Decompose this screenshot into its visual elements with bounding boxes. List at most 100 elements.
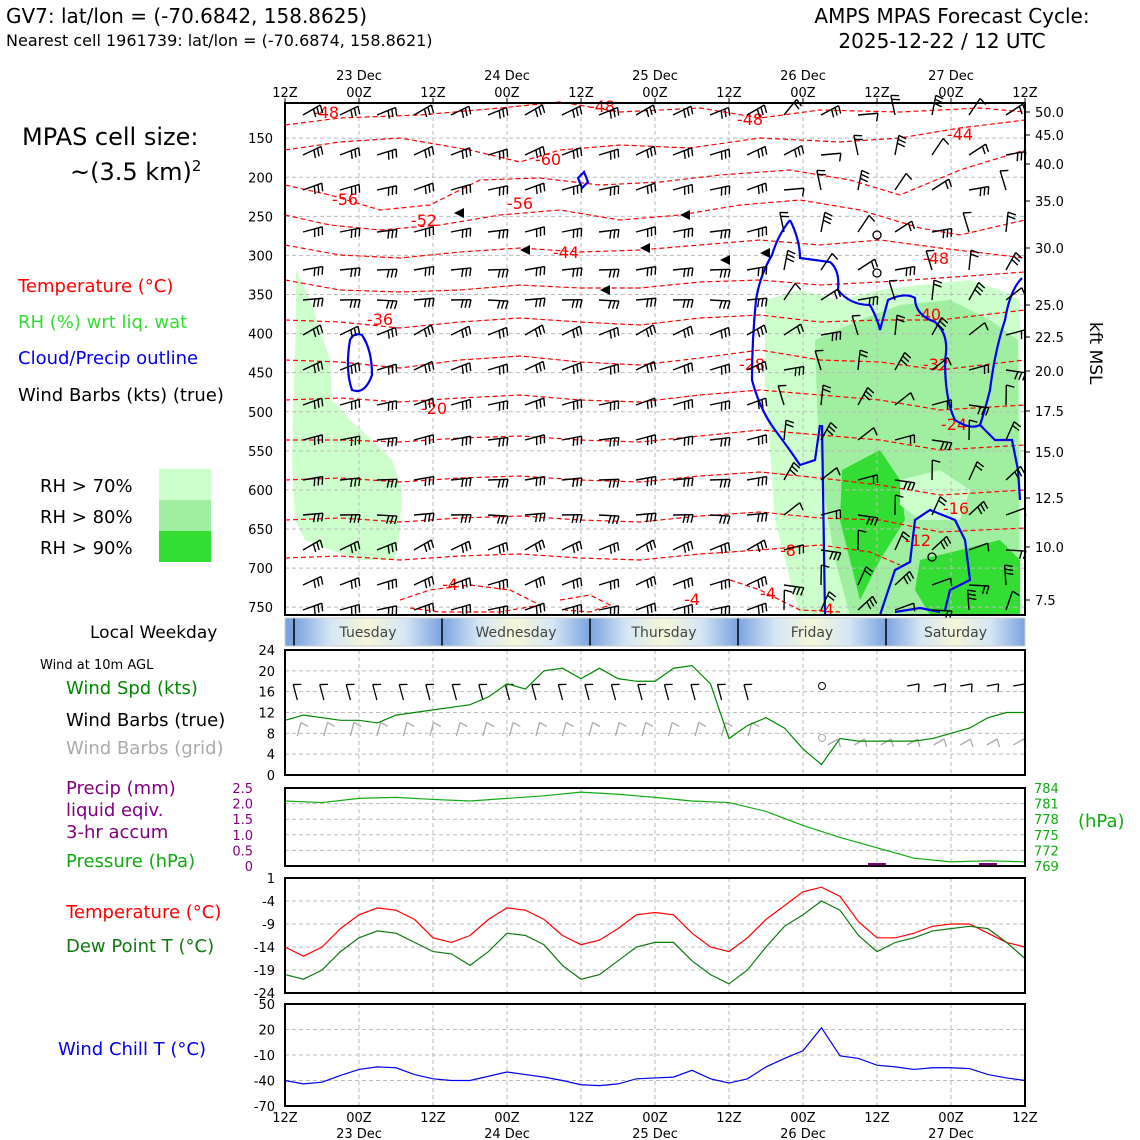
- bottom-time-tick: 00Z: [790, 1111, 816, 1126]
- height-tick-label: 10.0: [1035, 541, 1064, 556]
- wind-barb: [894, 220, 916, 233]
- pressure-tick-label: 350: [248, 289, 273, 304]
- wind-barb: [783, 502, 804, 516]
- y-tick-label: 8: [267, 727, 275, 742]
- temperature-contour: [284, 511, 1026, 533]
- wind-barb: [641, 721, 654, 737]
- wind-barb: [598, 268, 620, 278]
- legend-hpa: (hPa): [1078, 811, 1125, 832]
- rh-region: [840, 450, 905, 600]
- pressure-tick-label: 500: [248, 406, 273, 421]
- bottom-date-label: 26 Dec: [780, 1127, 826, 1140]
- top-time-tick: 00Z: [938, 86, 964, 101]
- wind-barb: [450, 267, 472, 278]
- bottom-time-tick: 00Z: [346, 1111, 372, 1126]
- wind-barb: [524, 145, 546, 159]
- wind-barb: [376, 185, 398, 196]
- cell-size-value: ~(3.5 km)2: [70, 157, 201, 186]
- wind-barb: [413, 182, 435, 195]
- wind-barb: [857, 169, 870, 191]
- wind-barb: [302, 602, 324, 615]
- temperature-contour-label: -56: [507, 194, 533, 213]
- wind-barb: [709, 326, 731, 339]
- bottom-time-tick: 12Z: [716, 1111, 742, 1126]
- wind-barb: [635, 539, 657, 553]
- weekday-label: Tuesday: [339, 625, 397, 641]
- wind-barb: [524, 324, 546, 338]
- wind-barb: [561, 513, 583, 523]
- wind-barb: [960, 683, 973, 693]
- height-tick-label: 50.0: [1035, 106, 1064, 121]
- wind-barb: [413, 602, 435, 615]
- legend-wind-spd: Wind Spd (kts): [66, 678, 198, 699]
- wind-barb: [857, 349, 869, 371]
- legend-windchill: Wind Chill T (°C): [58, 1039, 206, 1060]
- legend-kft: kft MSL: [1085, 322, 1105, 385]
- wind-barb: [894, 602, 916, 612]
- wind-barb: [561, 147, 583, 159]
- height-tick-label: 15.0: [1035, 446, 1064, 461]
- wind-barb: [487, 326, 509, 339]
- precip-bar: [979, 863, 997, 866]
- wind-barb: [890, 94, 900, 116]
- top-time-tick: 00Z: [346, 86, 372, 101]
- wind-barb: [746, 602, 768, 615]
- wind-barb: [487, 148, 509, 160]
- wind-barb: [598, 541, 620, 554]
- y-tick-label: -19: [254, 964, 275, 979]
- wind-barb: [339, 362, 361, 374]
- wind-barb: [894, 479, 916, 491]
- top-date-label: 27 Dec: [928, 69, 974, 84]
- wind-barb: [450, 398, 472, 410]
- rh-region: [292, 270, 402, 560]
- legend-precip3: 3-hr accum: [66, 822, 168, 843]
- precip-tick-label: 0.5: [232, 844, 253, 859]
- wind-barb: [398, 683, 408, 701]
- wind-barb: [339, 298, 361, 308]
- wind-barb: [635, 104, 657, 118]
- wind-barb: [561, 325, 583, 338]
- wind-barb: [672, 577, 694, 589]
- height-tick-label: 45.0: [1035, 129, 1064, 144]
- pressure-tick-label: 250: [248, 210, 273, 225]
- wind-barb: [302, 182, 324, 195]
- legend-rh90: RH > 90%: [40, 538, 133, 559]
- weekday-label: Wednesday: [475, 625, 556, 641]
- temperature-contour: [285, 429, 1026, 451]
- wind-barb: [561, 435, 583, 446]
- wind-barb: [339, 183, 361, 195]
- bottom-time-tick: 12Z: [272, 1111, 298, 1126]
- wind-barb: [524, 182, 546, 195]
- height-tick-label: 40.0: [1035, 158, 1064, 173]
- bottom-time-tick: 00Z: [494, 1111, 520, 1126]
- wind-pennant: [640, 243, 650, 253]
- wind-barb: [450, 362, 472, 374]
- wind-barb: [709, 578, 731, 590]
- wind-barb: [425, 683, 435, 701]
- wind-barb: [709, 363, 731, 375]
- wind-barb: [820, 509, 842, 520]
- precip-bar: [868, 863, 886, 866]
- temperature-contour-label: -20: [421, 399, 447, 418]
- panel-frame: [284, 649, 1026, 776]
- weekday-label: Thursday: [630, 625, 696, 641]
- wind-barb: [429, 721, 442, 737]
- wind-barb: [413, 575, 435, 589]
- wind-barb: [413, 104, 435, 118]
- wind-barb: [413, 145, 435, 159]
- wind-barb: [376, 605, 398, 616]
- pressure-tick-label: 150: [248, 132, 273, 147]
- temperature-contour-label: -44: [947, 125, 973, 144]
- top-date-label: 24 Dec: [484, 69, 530, 84]
- pressure-tick-label: 600: [248, 484, 273, 499]
- precip-tick-label: 1.5: [232, 813, 253, 828]
- wind-barb: [986, 683, 1000, 693]
- pressure-tick-label: 400: [248, 328, 273, 343]
- top-date-label: 25 Dec: [632, 69, 678, 84]
- wind-barb: [598, 578, 620, 590]
- legend-pressure: Pressure (hPa): [66, 851, 195, 872]
- wind-barb: [598, 400, 620, 411]
- wind-barb: [933, 738, 948, 748]
- wind-barb: [968, 419, 978, 441]
- wind-barb: [783, 461, 801, 481]
